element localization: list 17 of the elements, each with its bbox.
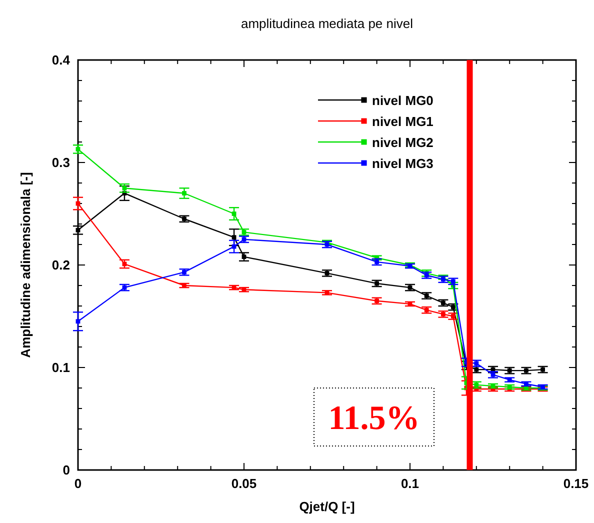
legend-label: nivel MG3 bbox=[372, 156, 434, 171]
x-tick-label: 0.15 bbox=[563, 476, 589, 491]
x-tick-label: 0 bbox=[74, 476, 82, 491]
x-tick-label: 0.1 bbox=[400, 476, 420, 491]
y-tick-label: 0.3 bbox=[52, 155, 70, 170]
y-tick-label: 0 bbox=[62, 462, 70, 478]
annotation: 11.5% bbox=[328, 400, 420, 437]
y-tick-label: 0.2 bbox=[52, 258, 70, 272]
legend-label: nivel MG2 bbox=[372, 135, 434, 150]
x-axis-title: Qjet/Q [-] bbox=[299, 499, 355, 514]
x-tick-label: 0.05 bbox=[231, 476, 257, 491]
y-tick-label: 0.4 bbox=[52, 52, 71, 68]
chart-title: amplitudinea mediata pe nivel bbox=[241, 16, 414, 31]
legend-label: nivel MG1 bbox=[372, 114, 434, 129]
legend-label: nivel MG0 bbox=[372, 93, 434, 108]
y-axis-title: Amplitudine adimensionala [-] bbox=[18, 172, 33, 358]
y-tick-label: 0.1 bbox=[52, 360, 70, 375]
